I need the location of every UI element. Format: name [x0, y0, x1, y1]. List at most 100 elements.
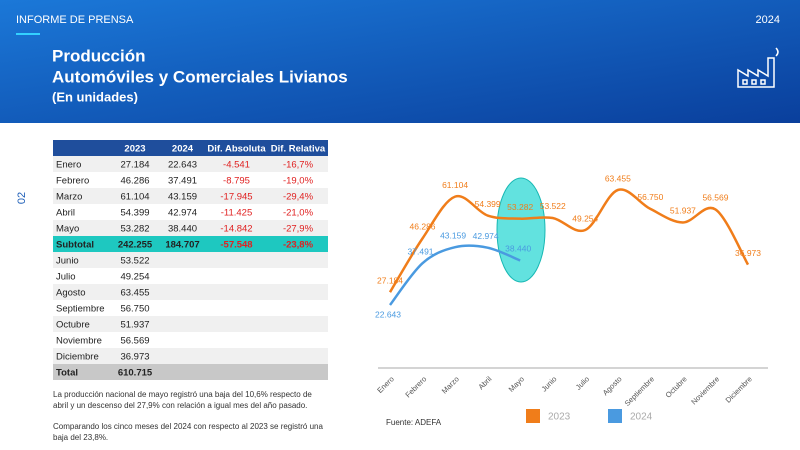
report-tag: INFORME DE PRENSA [16, 14, 134, 26]
row-bg [53, 252, 328, 268]
cell: -23,8% [283, 240, 314, 251]
row-label: Enero [56, 160, 81, 171]
row-bg [53, 348, 328, 364]
row-bg [53, 268, 328, 284]
cell: -57.548 [220, 240, 252, 251]
data-label: 53.522 [540, 201, 566, 211]
cell: -14.842 [220, 224, 252, 235]
cell: -29,4% [283, 192, 314, 203]
data-label: 53.282 [507, 202, 533, 212]
row-label: Julio [56, 272, 76, 283]
source: Fuente: ADEFA [386, 418, 442, 427]
row-bg [53, 204, 328, 220]
row-label: Subtotal [56, 240, 94, 251]
note: La producción nacional de mayo registró … [53, 390, 312, 410]
cell: -21,0% [283, 208, 314, 219]
cell: -19,0% [283, 176, 314, 187]
legend-swatch [526, 409, 540, 423]
cell: -4.541 [223, 160, 250, 171]
factory-icon [737, 47, 779, 88]
row-label: Total [56, 368, 78, 379]
cell: 56.750 [120, 304, 149, 315]
row-label: Septiembre [56, 304, 105, 315]
cell: 46.286 [120, 176, 149, 187]
column-header: 2023 [124, 144, 145, 155]
cell: -16,7% [283, 160, 314, 171]
data-label: 63.455 [605, 173, 631, 183]
cell: 184.707 [165, 240, 199, 251]
column-header: 2024 [172, 144, 194, 155]
data-label: 36.973 [735, 248, 761, 258]
data-label: 61.104 [442, 180, 468, 190]
row-label: Junio [56, 256, 79, 267]
row-label: Mayo [56, 224, 79, 235]
data-label: 37.491 [408, 246, 434, 256]
cell: 42.974 [168, 208, 197, 219]
highlight [496, 177, 546, 283]
row-bg [53, 188, 328, 204]
cell: 53.522 [120, 256, 149, 267]
legend-label: 2023 [548, 412, 571, 423]
data-label: 49.254 [572, 213, 598, 223]
cell: -17.945 [220, 192, 252, 203]
data-label: 54.399 [475, 199, 501, 209]
row-bg [53, 284, 328, 300]
cell: 51.937 [120, 320, 149, 331]
row-bg [53, 172, 328, 188]
cell: -11.425 [221, 208, 253, 219]
row-bg [53, 364, 328, 380]
table: 2023 2024 Dif. Absoluta Dif. Relativa Enero 2… [53, 140, 328, 380]
cell: 61.104 [120, 192, 149, 203]
unit: (En unidades) [52, 89, 138, 104]
cell: 53.282 [120, 224, 149, 235]
subtitle: Automóviles y Comerciales Livianos [52, 67, 348, 86]
title: Producción [52, 46, 146, 65]
cell: 38.440 [168, 224, 197, 235]
column-header: Dif. Absoluta [207, 144, 266, 155]
cell: 610.715 [118, 368, 153, 379]
row-label: Febrero [56, 176, 89, 187]
data-label: 46.286 [410, 222, 436, 232]
cell: 27.184 [120, 160, 149, 171]
legend-label: 2024 [630, 412, 653, 423]
data-label: 42.974 [473, 231, 499, 241]
row-bg [53, 220, 328, 236]
note: Comparando los cinco meses del 2024 con … [53, 422, 323, 442]
row-bg [53, 236, 328, 252]
data-label: 56.569 [702, 193, 728, 203]
series-line [388, 188, 750, 293]
year: 2024 [756, 14, 780, 26]
cell: 22.643 [168, 160, 197, 171]
header-row [53, 140, 328, 156]
data-label: 51.937 [670, 206, 696, 216]
data-label: 56.750 [637, 192, 663, 202]
series-line [389, 244, 521, 306]
data-label: 27.184 [377, 275, 403, 285]
row-label: Agosto [56, 288, 86, 299]
cell: 37.491 [168, 176, 197, 187]
legend-swatch [608, 409, 622, 423]
row-label: Noviembre [56, 336, 102, 347]
row-bg [53, 156, 328, 172]
data-label: 22.643 [375, 309, 401, 319]
cell: 242.255 [118, 240, 153, 251]
header-band [0, 0, 800, 123]
data-label: 38.440 [505, 244, 531, 254]
data-label: 43.159 [440, 230, 466, 240]
row-label: Octubre [56, 320, 90, 331]
cell: 36.973 [120, 352, 149, 363]
page-number: 02 [16, 192, 28, 204]
cell: 56.569 [120, 336, 149, 347]
row-bg [53, 316, 328, 332]
row-bg [53, 300, 328, 316]
row-label: Marzo [56, 192, 82, 203]
cell: 54.399 [120, 208, 149, 219]
cell: -27,9% [283, 224, 314, 235]
cell: 49.254 [120, 272, 149, 283]
cell: 63.455 [120, 288, 149, 299]
cell: -8.795 [223, 176, 250, 187]
row-label: Abril [56, 208, 75, 219]
row-label: Diciembre [56, 352, 99, 363]
cell: 43.159 [168, 192, 197, 203]
